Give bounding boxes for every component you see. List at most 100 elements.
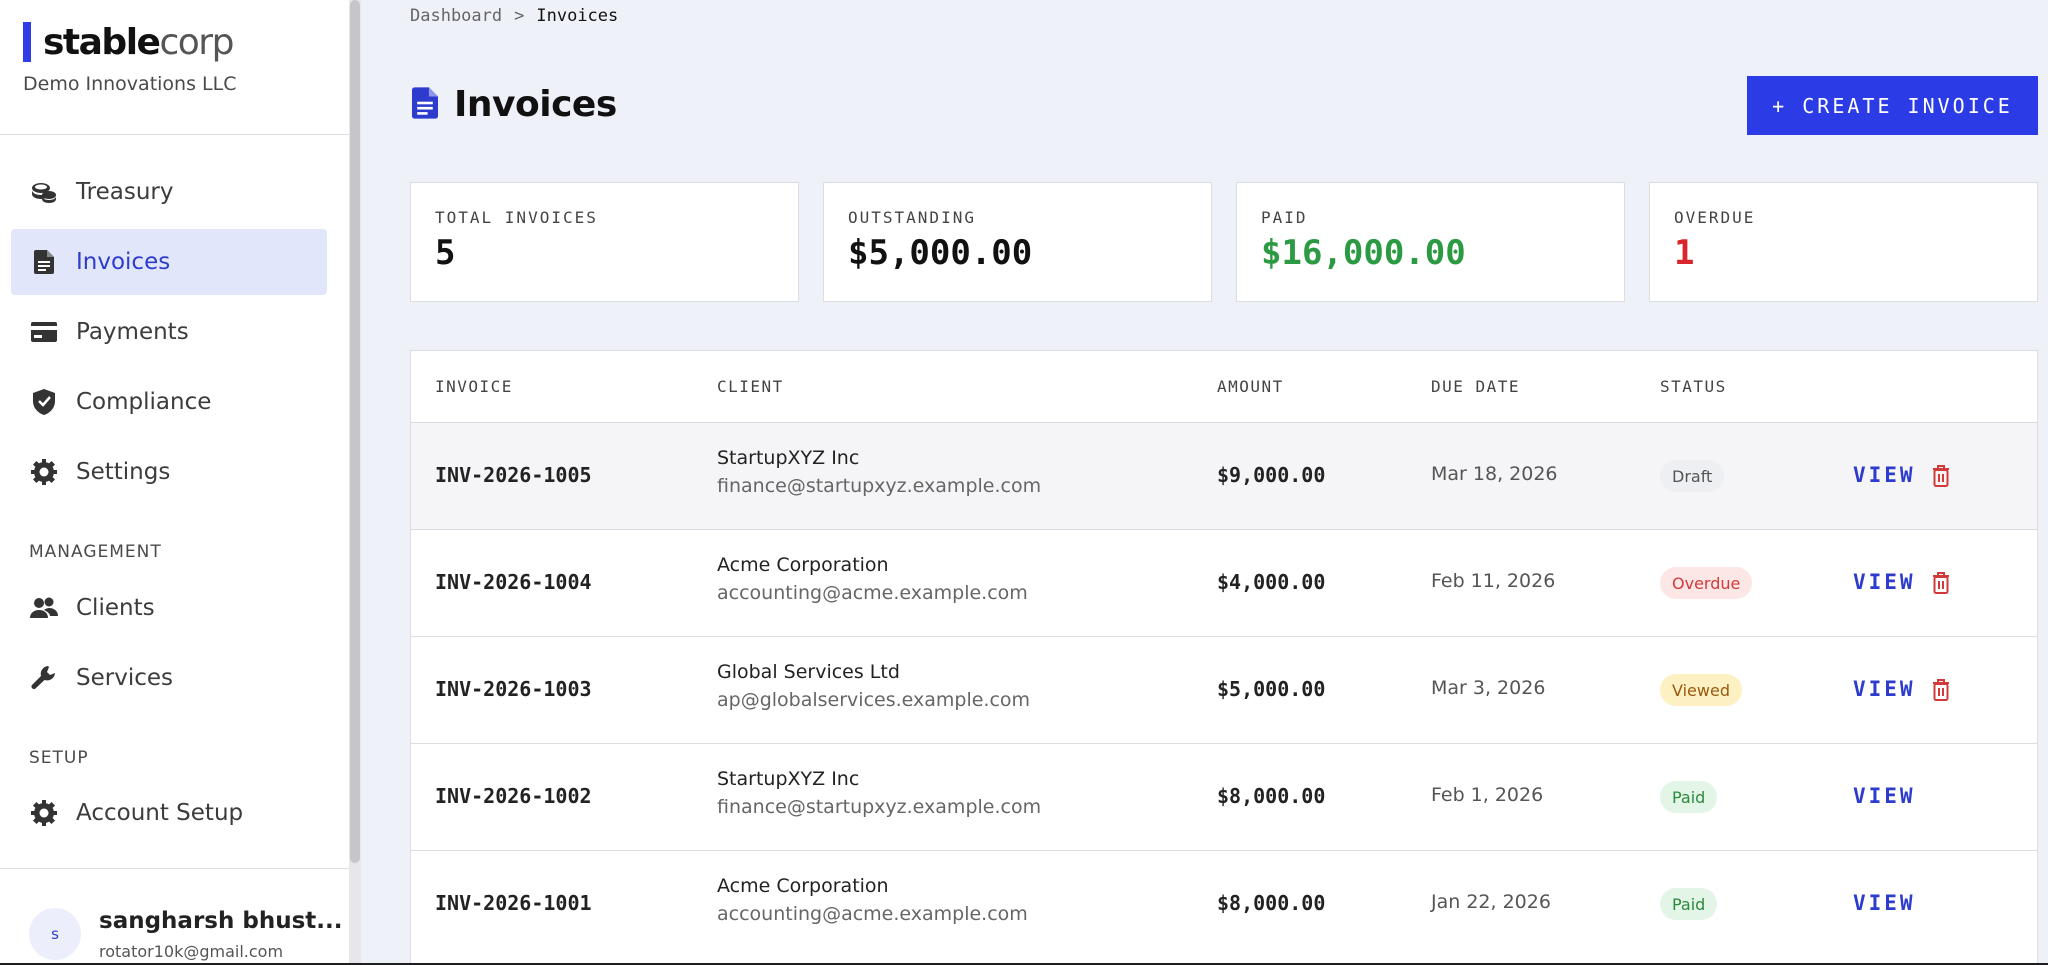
client-cell: StartupXYZ Inc finance@startupxyz.exampl… (717, 447, 1041, 497)
client-cell: Global Services Ltd ap@globalservices.ex… (717, 661, 1030, 711)
sidebar-item-invoices[interactable]: Invoices (11, 229, 327, 295)
sidebar-item-settings[interactable]: Settings (11, 439, 327, 505)
status-badge: Paid (1660, 781, 1718, 813)
stat-label: OUTSTANDING (848, 208, 976, 227)
coins-icon (30, 178, 58, 206)
client-name: Acme Corporation (717, 875, 889, 897)
client-email: finance@startupxyz.example.com (717, 796, 1042, 818)
invoice-amount: $4,000.00 (1217, 570, 1326, 594)
column-header-invoice[interactable]: INVOICE (435, 377, 513, 396)
table-row[interactable]: INV-2026-1004 Acme Corporation accountin… (411, 530, 2037, 637)
due-date: Mar 18, 2026 (1431, 463, 1558, 485)
sidebar-item-services[interactable]: Services (11, 645, 327, 711)
invoice-number: INV-2026-1005 (435, 463, 592, 487)
users-icon (30, 594, 58, 622)
view-link[interactable]: VIEW (1853, 891, 1916, 915)
breadcrumb-separator: > (514, 6, 525, 26)
organization-name: Demo Innovations LLC (23, 73, 237, 95)
avatar[interactable]: s (29, 908, 81, 960)
client-cell: Acme Corporation accounting@acme.example… (717, 554, 1028, 604)
status-badge: Viewed (1660, 674, 1742, 706)
trash-icon[interactable] (1929, 570, 1953, 596)
sidebar-item-label: Clients (76, 595, 155, 621)
table-row[interactable]: INV-2026-1005 StartupXYZ Inc finance@sta… (411, 423, 2037, 530)
invoice-amount: $8,000.00 (1217, 784, 1326, 808)
column-header-due-date[interactable]: DUE DATE (1431, 377, 1521, 396)
sidebar-divider (0, 868, 350, 869)
wrench-icon (30, 664, 58, 692)
breadcrumb-current: Invoices (536, 6, 619, 26)
status-badge: Draft (1660, 460, 1725, 492)
due-date: Jan 22, 2026 (1431, 891, 1551, 913)
sidebar-item-label: Account Setup (76, 800, 244, 826)
sidebar-item-label: Settings (76, 459, 171, 485)
column-header-status[interactable]: STATUS (1660, 377, 1727, 396)
page-title: Invoices (454, 84, 617, 125)
stat-value: 1 (1674, 233, 1695, 273)
brand-name-bold: stable (43, 21, 161, 63)
client-name: Global Services Ltd (717, 661, 900, 683)
sidebar-scrollbar-thumb[interactable] (350, 0, 360, 863)
user-email: rotator10k@gmail.com (99, 942, 284, 961)
client-name: Acme Corporation (717, 554, 889, 576)
client-email: accounting@acme.example.com (717, 903, 1028, 925)
view-link[interactable]: VIEW (1853, 677, 1916, 701)
trash-icon[interactable] (1929, 463, 1953, 489)
table-row[interactable]: INV-2026-1003 Global Services Ltd ap@glo… (411, 637, 2037, 744)
shield-check-icon (30, 388, 58, 416)
sidebar-item-label: Invoices (76, 249, 171, 275)
stat-card-overdue: OVERDUE 1 (1649, 182, 2038, 302)
status-badge: Overdue (1660, 567, 1753, 599)
due-date: Feb 1, 2026 (1431, 784, 1544, 806)
stat-value: 5 (435, 233, 456, 273)
window-bottom-edge (0, 963, 2048, 965)
sidebar-divider (0, 134, 350, 135)
due-date: Feb 11, 2026 (1431, 570, 1556, 592)
sidebar-item-account-setup[interactable]: Account Setup (11, 780, 327, 846)
sidebar-item-clients[interactable]: Clients (11, 575, 327, 641)
stat-label: PAID (1261, 208, 1308, 227)
trash-icon[interactable] (1929, 677, 1953, 703)
table-header: INVOICE CLIENT AMOUNT DUE DATE STATUS (411, 351, 2037, 423)
sidebar-item-treasury[interactable]: Treasury (11, 159, 327, 225)
create-invoice-button[interactable]: + CREATE INVOICE (1747, 76, 2038, 135)
invoice-number: INV-2026-1002 (435, 784, 592, 808)
brand-logo[interactable]: stable corp (23, 20, 234, 64)
stat-value: $5,000.00 (848, 233, 1033, 273)
client-cell: Acme Corporation accounting@acme.example… (717, 875, 1028, 925)
invoice-amount: $8,000.00 (1217, 891, 1326, 915)
table-row[interactable]: INV-2026-1002 StartupXYZ Inc finance@sta… (411, 744, 2037, 851)
sidebar-item-compliance[interactable]: Compliance (11, 369, 327, 435)
document-icon (30, 248, 58, 276)
brand-bar (23, 22, 31, 62)
sidebar: stable corp Demo Innovations LLC Treasury… (0, 0, 350, 963)
invoice-amount: $5,000.00 (1217, 677, 1326, 701)
credit-card-icon (30, 318, 58, 346)
section-header-setup: SETUP (29, 748, 89, 768)
gear-icon (30, 458, 58, 486)
view-link[interactable]: VIEW (1853, 463, 1916, 487)
stat-label: OVERDUE (1674, 208, 1756, 227)
invoice-number: INV-2026-1003 (435, 677, 592, 701)
table-row[interactable]: INV-2026-1001 Acme Corporation accountin… (411, 851, 2037, 958)
sidebar-item-label: Compliance (76, 389, 212, 415)
column-header-client[interactable]: CLIENT (717, 377, 784, 396)
user-name[interactable]: sangharsh bhust... (99, 908, 343, 934)
column-header-amount[interactable]: AMOUNT (1217, 377, 1284, 396)
client-email: finance@startupxyz.example.com (717, 475, 1042, 497)
stat-card-total-invoices: TOTAL INVOICES 5 (410, 182, 799, 302)
sidebar-item-label: Services (76, 665, 173, 691)
due-date: Mar 3, 2026 (1431, 677, 1546, 699)
document-icon (412, 86, 438, 123)
view-link[interactable]: VIEW (1853, 784, 1916, 808)
breadcrumb-dashboard[interactable]: Dashboard (410, 6, 503, 26)
page-header: Invoices (412, 84, 617, 125)
client-email: accounting@acme.example.com (717, 582, 1028, 604)
status-badge: Paid (1660, 888, 1718, 920)
view-link[interactable]: VIEW (1853, 570, 1916, 594)
stat-value: $16,000.00 (1261, 233, 1466, 273)
sidebar-item-payments[interactable]: Payments (11, 299, 327, 365)
stat-label: TOTAL INVOICES (435, 208, 598, 227)
client-name: StartupXYZ Inc (717, 447, 860, 469)
